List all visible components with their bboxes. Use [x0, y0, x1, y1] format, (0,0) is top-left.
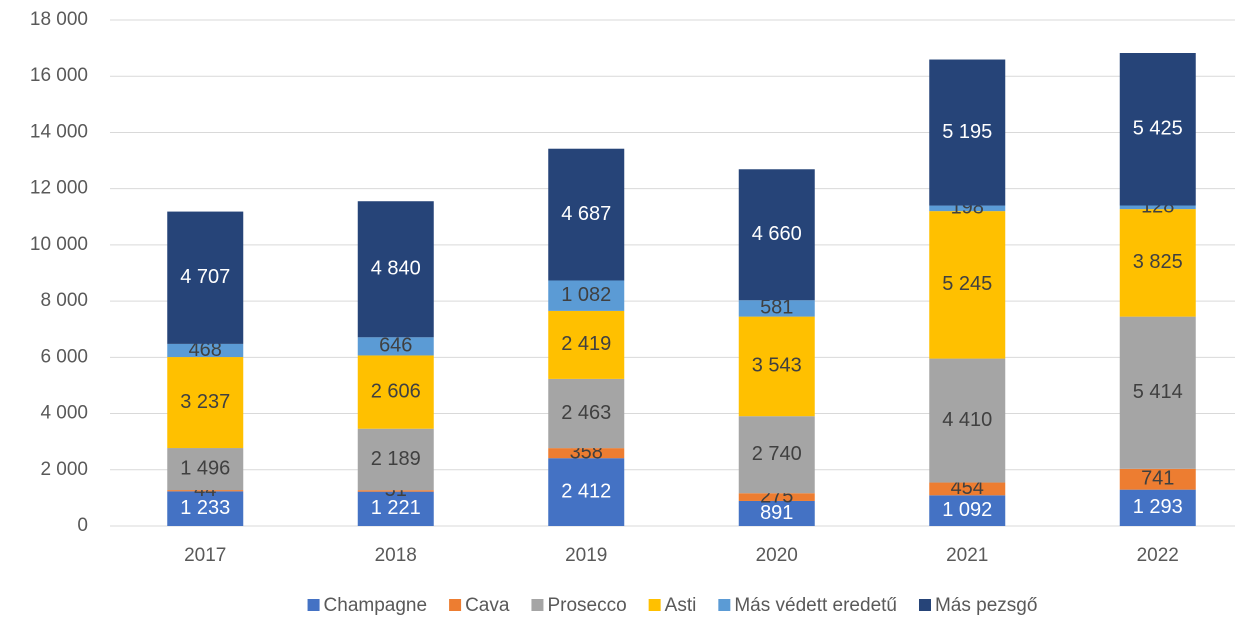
- data-label: 1 496: [180, 457, 230, 479]
- bar-segment: [929, 495, 1006, 526]
- data-label: 1 092: [942, 499, 992, 521]
- y-tick-label: 8 000: [40, 290, 88, 311]
- bar-segment: [929, 482, 1006, 496]
- y-tick-label: 6 000: [40, 346, 88, 367]
- bar-segment: [929, 59, 1006, 206]
- data-label: 2 419: [561, 333, 611, 355]
- data-label: 3 237: [180, 391, 230, 413]
- bar-segment: [357, 428, 434, 491]
- bar-segment: [738, 500, 815, 526]
- y-tick-label: 0: [77, 515, 88, 536]
- data-label: 4 687: [561, 203, 611, 225]
- data-label: 4 660: [752, 223, 802, 245]
- bar-segment: [167, 357, 244, 449]
- legend-label: Más védett eredetű: [734, 595, 897, 616]
- x-tick-label: 2018: [375, 545, 417, 566]
- data-label: 2 606: [371, 380, 421, 402]
- bar-segment: [929, 211, 1006, 359]
- bar-segment: [738, 493, 815, 501]
- bar-segment: [167, 490, 244, 492]
- bar-segment: [548, 280, 625, 311]
- legend-label: Cava: [465, 595, 510, 616]
- bar-segment: [167, 448, 244, 491]
- bar-segment: [357, 490, 434, 492]
- bar-segment: [738, 300, 815, 317]
- x-tick-label: 2020: [756, 545, 798, 566]
- bar-segment: [548, 378, 625, 449]
- data-label: 581: [760, 297, 793, 319]
- data-label: 891: [760, 502, 793, 524]
- bar-segment: [929, 205, 1006, 212]
- data-label: 5 425: [1133, 118, 1183, 140]
- data-label: 4 840: [371, 258, 421, 280]
- x-tick-label: 2019: [565, 545, 607, 566]
- data-label: 4 410: [942, 409, 992, 431]
- data-label: 2 189: [371, 448, 421, 470]
- data-label: 468: [189, 339, 222, 361]
- data-label: 2 740: [752, 443, 802, 465]
- bar-segment: [167, 491, 244, 526]
- bar-segment: [1119, 468, 1196, 490]
- data-label: 454: [951, 477, 984, 499]
- y-tick-label: 16 000: [30, 65, 88, 86]
- bar-segment: [1119, 489, 1196, 526]
- legend-swatch: [531, 599, 544, 611]
- x-tick-label: 2021: [946, 545, 988, 566]
- legend-swatch: [648, 599, 661, 611]
- bar-segment: [167, 211, 244, 344]
- data-label: 1 082: [561, 284, 611, 306]
- legend-swatch: [307, 599, 320, 611]
- legend-swatch: [718, 599, 731, 611]
- bar-segment: [357, 201, 434, 338]
- data-label: 3 825: [1133, 251, 1183, 273]
- data-label: 1 233: [180, 497, 230, 519]
- data-label: 3 543: [752, 355, 802, 377]
- legend-swatch: [918, 599, 931, 611]
- data-label: 2 463: [561, 402, 611, 424]
- y-tick-label: 18 000: [30, 9, 88, 30]
- data-label: 646: [379, 335, 412, 357]
- data-label: 741: [1141, 468, 1174, 490]
- bar-segment: [357, 337, 434, 356]
- legend-label: Champagne: [324, 595, 428, 616]
- y-tick-label: 4 000: [40, 403, 88, 424]
- bar-segment: [357, 491, 434, 526]
- bar-segment: [1119, 53, 1196, 206]
- bar-segment: [357, 355, 434, 429]
- y-tick-label: 14 000: [30, 121, 88, 142]
- data-label: 1 221: [371, 497, 421, 519]
- bar-segment: [548, 448, 625, 459]
- bar-segment: [738, 316, 815, 417]
- data-label: 4 707: [180, 266, 230, 288]
- x-tick-label: 2017: [184, 545, 226, 566]
- y-tick-label: 12 000: [30, 178, 88, 199]
- x-tick-label: 2022: [1137, 545, 1179, 566]
- bar-segment: [167, 343, 244, 358]
- bar-segment: [1119, 205, 1196, 210]
- data-label: 1 293: [1133, 496, 1183, 518]
- data-label: 2 412: [561, 480, 611, 502]
- bar-segment: [548, 148, 625, 281]
- data-label: 5 245: [942, 273, 992, 295]
- legend-label: Prosecco: [547, 595, 626, 616]
- bar-segment: [548, 458, 625, 526]
- y-tick-label: 2 000: [40, 459, 88, 480]
- y-tick-label: 10 000: [30, 234, 88, 255]
- bar-segment: [738, 169, 815, 301]
- bar-segment: [1119, 209, 1196, 317]
- legend-label: Asti: [665, 595, 697, 616]
- bar-segment: [548, 310, 625, 379]
- legend-label: Más pezsgő: [935, 595, 1037, 616]
- bar-segment: [929, 358, 1006, 483]
- bar-segment: [1119, 316, 1196, 469]
- bar-segment: [738, 416, 815, 494]
- data-label: 5 195: [942, 121, 992, 143]
- legend-swatch: [449, 599, 462, 611]
- data-label: 5 414: [1133, 381, 1183, 403]
